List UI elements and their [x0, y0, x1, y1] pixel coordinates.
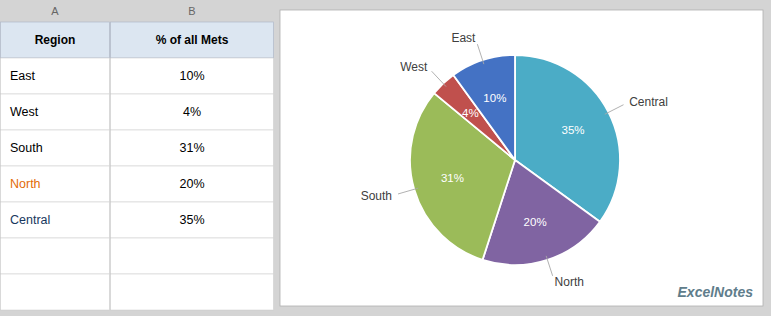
- value-label: 35%: [179, 213, 204, 227]
- slice-value-label: 4%: [462, 107, 479, 119]
- slice-value-label: 20%: [524, 216, 547, 228]
- pie-slice: [453, 55, 515, 160]
- region-label: East: [10, 69, 36, 83]
- column-letter: A: [51, 5, 59, 17]
- value-label: 20%: [179, 177, 204, 191]
- cell: [111, 274, 274, 310]
- cell: [1, 130, 110, 166]
- column-header: % of all Mets: [156, 33, 229, 47]
- wedges: [410, 55, 620, 265]
- value-cell: [111, 58, 274, 94]
- region-label: Central: [10, 213, 50, 227]
- slice-category-label: North: [555, 275, 584, 289]
- region-label: North: [10, 177, 41, 191]
- header-cell: [1, 22, 110, 58]
- cell: [1, 58, 110, 94]
- slice-category-label: Central: [629, 95, 668, 109]
- region-label: West: [10, 105, 39, 119]
- region-label: South: [10, 141, 43, 155]
- chart-area: [280, 10, 763, 306]
- cell: [1, 202, 110, 238]
- slice-value-label: 10%: [483, 92, 506, 104]
- slice-category-label: East: [451, 31, 476, 45]
- slice-category-label: South: [361, 189, 392, 203]
- cell: [1, 94, 110, 130]
- value-cell: [111, 94, 274, 130]
- value-cell: [111, 166, 274, 202]
- value-cell: [111, 130, 274, 166]
- column-header: Region: [35, 33, 76, 47]
- slice-category-label: West: [400, 60, 428, 74]
- value-label: 10%: [179, 69, 204, 83]
- watermark: ExcelNotes: [678, 284, 754, 300]
- chart-root: ABRegion% of all MetsEast10%West4%South3…: [0, 0, 771, 316]
- labels: 35% Central 20% North 31% South 4% West 10% East: [361, 31, 668, 289]
- leader-line: [605, 105, 624, 115]
- value-cell: [111, 202, 274, 238]
- value-label: 4%: [183, 105, 201, 119]
- leader-line: [432, 71, 446, 86]
- leader-line: [398, 188, 418, 194]
- cell: [1, 166, 110, 202]
- column-letter: B: [188, 5, 195, 17]
- leader-line: [477, 44, 483, 64]
- leader-line: [546, 256, 552, 276]
- cell: [111, 238, 274, 274]
- slice-value-label: 31%: [441, 172, 464, 184]
- cell: [1, 274, 110, 310]
- header-cell: [111, 22, 274, 58]
- value-label: 31%: [179, 141, 204, 155]
- pie-chart: 35% Central 20% North 31% South 4% West 10% East E…: [280, 10, 763, 306]
- slice-value-label: 35%: [561, 124, 584, 136]
- table: A B Region % of all Mets East 10% West 4% South 3…: [1, 5, 274, 310]
- cell: [1, 238, 110, 274]
- background: [0, 0, 771, 316]
